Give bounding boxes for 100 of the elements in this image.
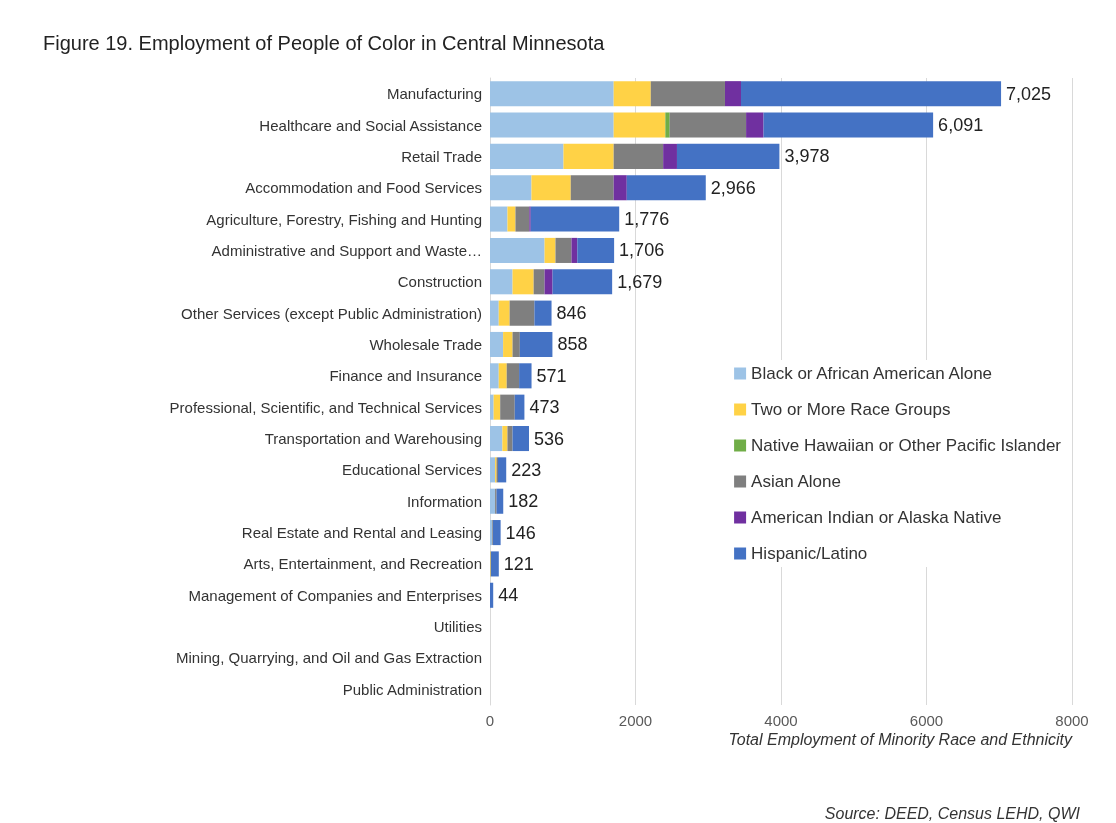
bar — [613, 175, 627, 201]
bar — [490, 269, 513, 295]
total-label: 44 — [498, 585, 519, 606]
bar — [490, 394, 494, 420]
y-tick-label: Finance and Insurance — [329, 367, 482, 385]
bar — [534, 300, 552, 326]
total-label: 1,679 — [617, 271, 663, 292]
total-label: 182 — [508, 491, 539, 512]
text: Figure 19. Employment of People of Color in Central Minnesota — [43, 32, 606, 54]
bar — [531, 175, 571, 201]
total-label: 121 — [503, 553, 534, 574]
bar — [490, 582, 494, 608]
bar — [503, 331, 513, 358]
bar — [512, 425, 529, 452]
bar — [507, 425, 513, 452]
y-tick-label: Public Administration — [342, 680, 482, 698]
bar — [512, 331, 520, 358]
bar — [498, 363, 507, 389]
total-label: 1,776 — [624, 209, 670, 230]
bar — [763, 112, 934, 138]
bar — [490, 81, 614, 107]
bar — [490, 331, 504, 358]
bar — [533, 269, 545, 295]
bar — [490, 551, 499, 577]
bar — [552, 269, 613, 295]
x-tick-label: 8000 — [1055, 712, 1089, 729]
total-label: 571 — [536, 365, 567, 386]
y-tick-label: Retail Trade — [401, 147, 482, 165]
bar — [490, 363, 499, 389]
bar — [570, 175, 614, 201]
bar — [613, 112, 666, 138]
bar — [626, 175, 706, 201]
bar — [514, 394, 525, 420]
bar — [490, 300, 499, 326]
bar — [665, 112, 670, 138]
y-tick-label: Other Services (except Public Administration) — [181, 304, 482, 322]
total-label: 536 — [533, 428, 565, 449]
total-label: 858 — [557, 334, 588, 355]
y-tick-label: Manufacturing — [386, 85, 482, 103]
bar — [515, 206, 530, 232]
y-tick-label: Mining, Quarrying, and Oil and Gas Extraction — [176, 649, 482, 667]
x-tick-label: 4000 — [764, 712, 798, 729]
bar — [492, 520, 501, 546]
bar — [544, 269, 553, 295]
y-tick-label: Utilities — [433, 618, 482, 636]
bar — [663, 143, 677, 169]
bar — [544, 237, 556, 263]
bar — [493, 394, 501, 420]
y-tick-label: Professional, Scientific, and Technical Services — [169, 398, 482, 416]
bar — [740, 81, 1002, 107]
bar — [530, 206, 620, 232]
x-tick-label: 0 — [485, 712, 495, 729]
bar — [506, 363, 520, 389]
total-label: 1,706 — [619, 240, 665, 261]
bar — [500, 394, 515, 420]
total-label: 3,978 — [784, 146, 830, 167]
bar — [555, 237, 572, 263]
source-note: Source: DEED, Census LEHD, QWI — [824, 804, 1081, 822]
y-tick-label: Arts, Entertainment, and Recreation — [243, 555, 482, 573]
legend-label: Hispanic/Latino — [751, 544, 868, 563]
total-label: 7,025 — [1006, 83, 1052, 104]
bar — [571, 237, 578, 263]
bar — [613, 81, 651, 107]
bar — [512, 269, 534, 295]
bar — [498, 457, 507, 483]
bar — [577, 237, 615, 263]
y-tick-label: Information — [406, 492, 482, 510]
total-label: 146 — [505, 522, 536, 543]
bar — [650, 81, 725, 107]
bar — [724, 81, 741, 107]
y-tick-label: Administrative and Support and Waste… — [211, 241, 482, 259]
y-tick-label: Real Estate and Rental and Leasing — [241, 524, 482, 542]
bar — [490, 143, 564, 169]
bar — [507, 206, 516, 232]
total-label: 473 — [529, 397, 560, 418]
bar — [490, 112, 614, 138]
bar — [490, 206, 508, 232]
y-tick-label: Healthcare and Social Assistance — [259, 116, 482, 134]
bar — [613, 143, 664, 169]
total-label: 2,966 — [710, 177, 756, 198]
x-axis-title: Total Employment of Minority Race and Ethnicity — [728, 730, 1073, 748]
y-tick-label: Construction — [397, 273, 482, 291]
bar — [490, 175, 532, 201]
y-tick-label: Agriculture, Forestry, Fishing and Hunting — [206, 210, 482, 228]
y-tick-label: Wholesale Trade — [369, 335, 482, 353]
bar — [746, 112, 764, 138]
total-label: 223 — [511, 459, 542, 480]
bar — [509, 300, 535, 326]
bar — [563, 143, 614, 169]
legend-label: American Indian or Alaska Native — [751, 508, 1002, 527]
bar — [490, 457, 496, 483]
bar — [490, 237, 545, 263]
y-tick-label: Management of Companies and Enterprises — [188, 586, 482, 604]
bar — [519, 331, 553, 358]
bar — [676, 143, 780, 169]
bar — [669, 112, 747, 138]
bar — [502, 425, 508, 452]
x-tick-label: 6000 — [909, 712, 944, 729]
legend-label: Two or More Race Groups — [751, 400, 951, 419]
y-tick-label: Transportation and Warehousing — [264, 430, 482, 448]
